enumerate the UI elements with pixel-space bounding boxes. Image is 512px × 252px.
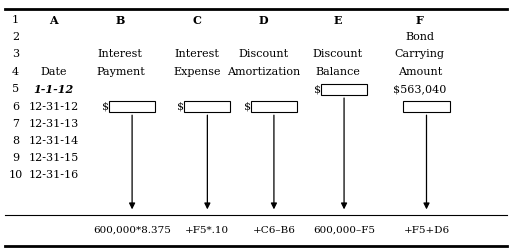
Text: 600,000–F5: 600,000–F5 bbox=[313, 226, 375, 235]
Text: Carrying: Carrying bbox=[395, 49, 445, 59]
Text: A: A bbox=[50, 15, 58, 26]
Text: E: E bbox=[334, 15, 342, 26]
Text: 6: 6 bbox=[12, 102, 19, 112]
Text: +F5*.10: +F5*.10 bbox=[185, 226, 229, 235]
Text: B: B bbox=[116, 15, 125, 26]
Text: 7: 7 bbox=[12, 119, 19, 129]
Text: Interest: Interest bbox=[175, 49, 220, 59]
Text: 5: 5 bbox=[12, 84, 19, 94]
Text: +F5+D6: +F5+D6 bbox=[403, 226, 450, 235]
Text: $: $ bbox=[314, 84, 321, 94]
Text: Amortization: Amortization bbox=[227, 67, 301, 77]
Text: Discount: Discount bbox=[313, 49, 363, 59]
Text: $: $ bbox=[177, 102, 184, 112]
Text: +C6–B6: +C6–B6 bbox=[252, 226, 295, 235]
Text: 2: 2 bbox=[12, 32, 19, 42]
Text: Discount: Discount bbox=[239, 49, 289, 59]
Text: D: D bbox=[259, 15, 268, 26]
Bar bbox=[109, 101, 155, 112]
Bar bbox=[403, 101, 450, 112]
Text: 10: 10 bbox=[8, 170, 23, 180]
Text: Balance: Balance bbox=[315, 67, 360, 77]
Text: 8: 8 bbox=[12, 136, 19, 146]
Text: Date: Date bbox=[40, 67, 67, 77]
Text: 12-31-12: 12-31-12 bbox=[29, 102, 79, 112]
Text: $: $ bbox=[244, 102, 251, 112]
Text: Amount: Amount bbox=[398, 67, 442, 77]
Bar bbox=[321, 84, 367, 95]
Text: $563,040: $563,040 bbox=[393, 84, 446, 94]
Text: 600,000*8.375: 600,000*8.375 bbox=[93, 226, 171, 235]
Text: 4: 4 bbox=[12, 67, 19, 77]
Text: Interest: Interest bbox=[98, 49, 143, 59]
Text: 12-31-14: 12-31-14 bbox=[29, 136, 79, 146]
Text: 12-31-15: 12-31-15 bbox=[29, 153, 79, 163]
Bar bbox=[184, 101, 230, 112]
Text: 12-31-16: 12-31-16 bbox=[29, 170, 79, 180]
Text: Payment: Payment bbox=[96, 67, 145, 77]
Text: Expense: Expense bbox=[174, 67, 221, 77]
Text: Bond: Bond bbox=[406, 32, 434, 42]
Text: C: C bbox=[193, 15, 202, 26]
Text: 1: 1 bbox=[12, 15, 19, 25]
Text: 9: 9 bbox=[12, 153, 19, 163]
Text: 1-1-12: 1-1-12 bbox=[34, 84, 74, 95]
Text: 12-31-13: 12-31-13 bbox=[29, 119, 79, 129]
Text: 3: 3 bbox=[12, 49, 19, 59]
Text: F: F bbox=[416, 15, 424, 26]
Bar bbox=[251, 101, 297, 112]
Text: $: $ bbox=[102, 102, 109, 112]
